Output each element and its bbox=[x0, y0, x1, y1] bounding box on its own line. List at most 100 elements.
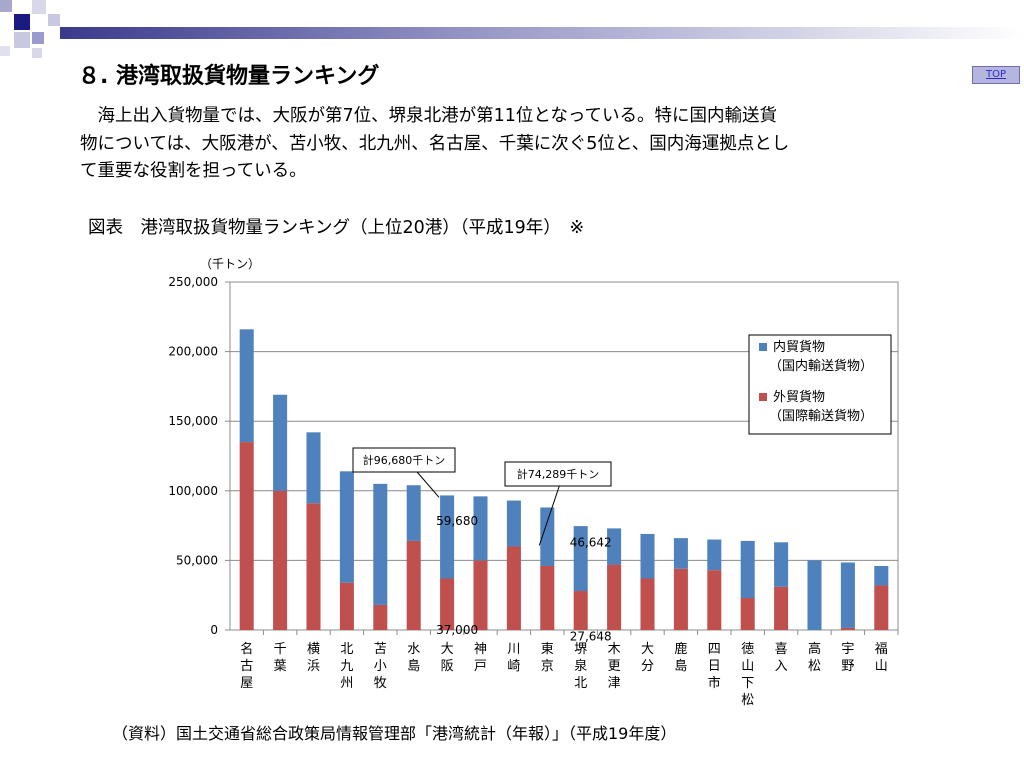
bar-foreign-trade bbox=[440, 578, 455, 630]
plot-frame bbox=[229, 281, 899, 631]
top-link[interactable]: TOP bbox=[972, 66, 1020, 84]
x-tick-label: 横 bbox=[307, 642, 320, 657]
x-tick-label: 入 bbox=[775, 659, 788, 674]
x-tick-label: 津 bbox=[608, 676, 621, 691]
callout-text: 計96,680千トン bbox=[363, 453, 446, 467]
data-label: 59,680 bbox=[436, 514, 478, 528]
bar-foreign-trade bbox=[239, 442, 254, 630]
callout-leader bbox=[416, 471, 440, 498]
x-tick-label: 野 bbox=[841, 659, 854, 674]
bar-foreign-trade bbox=[707, 570, 722, 630]
description-line-3: て重要な役割を担っている。 bbox=[80, 161, 307, 181]
x-tick-label: 松 bbox=[808, 659, 821, 674]
legend-box bbox=[748, 334, 892, 435]
bar-domestic-trade bbox=[373, 483, 388, 605]
legend-label: 内貿貨物 bbox=[773, 339, 825, 355]
x-tick-label: 北 bbox=[574, 676, 587, 691]
bar-foreign-trade bbox=[339, 582, 354, 630]
page-title: ８. 港湾取扱貨物量ランキング bbox=[78, 64, 380, 89]
x-tick-label: 名 bbox=[240, 641, 253, 657]
bar-foreign-trade bbox=[673, 568, 688, 630]
x-tick-label: 島 bbox=[674, 659, 687, 674]
x-tick-label: 福 bbox=[875, 642, 888, 657]
bar-domestic-trade bbox=[774, 542, 789, 587]
bar-domestic-trade bbox=[573, 526, 588, 592]
y-tick-label: 200,000 bbox=[168, 345, 218, 359]
x-tick-label: 鹿 bbox=[674, 641, 687, 657]
x-tick-label: 水 bbox=[407, 642, 420, 657]
x-tick-label: 更 bbox=[608, 659, 621, 674]
legend-sublabel: （国際輸送貨物） bbox=[769, 408, 873, 424]
x-tick-label: 四 bbox=[708, 642, 721, 657]
x-tick-label: 千 bbox=[274, 642, 287, 657]
x-tick-label: 戸 bbox=[474, 659, 487, 674]
bar-foreign-trade bbox=[273, 490, 288, 630]
y-axis-unit: （千トン） bbox=[200, 257, 261, 271]
x-tick-label: 木 bbox=[608, 642, 621, 657]
x-tick-label: 川 bbox=[507, 642, 520, 657]
x-tick-label: 牧 bbox=[374, 676, 387, 691]
bar-domestic-trade bbox=[740, 540, 755, 598]
bar-foreign-trade bbox=[874, 585, 889, 630]
data-label: 37,000 bbox=[436, 623, 478, 637]
figure-title: 図表 港湾取扱貨物量ランキング（上位20港）（平成19年） ※ bbox=[88, 218, 585, 238]
y-tick-label: 50,000 bbox=[176, 553, 218, 567]
bar-domestic-trade bbox=[640, 533, 655, 579]
x-tick-label: 徳 bbox=[741, 642, 754, 657]
bar-foreign-trade bbox=[740, 597, 755, 630]
x-tick-label: 松 bbox=[741, 693, 754, 708]
data-label: 46,642 bbox=[570, 536, 612, 550]
bar-domestic-trade bbox=[807, 560, 822, 630]
header-gradient-bar bbox=[60, 27, 1024, 39]
x-tick-label: 宇 bbox=[841, 642, 854, 657]
bar-foreign-trade bbox=[373, 604, 388, 630]
bar-domestic-trade bbox=[239, 329, 254, 443]
callout-box bbox=[352, 447, 456, 473]
x-tick-label: 浜 bbox=[307, 659, 320, 674]
legend-swatch bbox=[759, 393, 767, 401]
x-tick-label: 島 bbox=[407, 659, 420, 674]
description-line-2: 物については、大阪港が、苫小牧、北九州、名古屋、千葉に次ぐ5位と、国内海運拠点と… bbox=[80, 133, 790, 154]
callout-box bbox=[504, 461, 612, 487]
source-note: （資料）国土交通省総合政策局情報管理部「港湾統計（年報）」（平成19年度） bbox=[112, 724, 677, 743]
bar-foreign-trade bbox=[607, 564, 622, 630]
x-tick-label: 小 bbox=[374, 659, 387, 674]
legend-label: 外貿貨物 bbox=[773, 389, 825, 405]
bar-domestic-trade bbox=[673, 538, 688, 569]
x-tick-label: 崎 bbox=[507, 659, 520, 674]
bar-foreign-trade bbox=[640, 578, 655, 630]
x-tick-label: 京 bbox=[541, 659, 554, 674]
x-tick-label: 下 bbox=[741, 676, 754, 691]
x-tick-label: 山 bbox=[875, 659, 888, 674]
x-tick-label: 古 bbox=[240, 659, 253, 674]
x-tick-label: 泉 bbox=[574, 658, 587, 674]
bar-domestic-trade bbox=[506, 500, 521, 547]
x-tick-label: 阪 bbox=[441, 659, 454, 674]
y-tick-label: 0 bbox=[210, 623, 218, 637]
y-tick-label: 250,000 bbox=[168, 275, 218, 289]
x-tick-label: 北 bbox=[340, 642, 353, 657]
bar-domestic-trade bbox=[707, 539, 722, 571]
x-tick-label: 屋 bbox=[240, 676, 253, 691]
x-tick-label: 大 bbox=[441, 642, 454, 657]
x-tick-label: 葉 bbox=[274, 659, 287, 674]
bar-domestic-trade bbox=[607, 528, 622, 565]
data-label: 27,648 bbox=[570, 630, 612, 644]
x-tick-label: 堺 bbox=[574, 642, 587, 657]
x-tick-label: 神 bbox=[474, 642, 487, 657]
bar-domestic-trade bbox=[339, 471, 354, 583]
bar-foreign-trade bbox=[540, 565, 555, 630]
corner-decoration bbox=[0, 0, 60, 60]
legend-sublabel: （国内輸送貨物） bbox=[769, 358, 873, 374]
bar-foreign-trade bbox=[506, 546, 521, 630]
bar-domestic-trade bbox=[306, 432, 321, 504]
bar-domestic-trade bbox=[840, 562, 855, 628]
x-tick-label: 大 bbox=[641, 642, 654, 657]
bar-domestic-trade bbox=[273, 394, 288, 491]
x-tick-label: 市 bbox=[708, 675, 721, 691]
bar-domestic-trade bbox=[874, 565, 889, 586]
description-text: 海上出入貨物量では、大阪が第7位、堺泉北港が第11位となっている。特に国内輸送貨… bbox=[80, 103, 960, 186]
x-tick-label: 州 bbox=[340, 676, 353, 691]
bar-domestic-trade bbox=[440, 495, 455, 579]
